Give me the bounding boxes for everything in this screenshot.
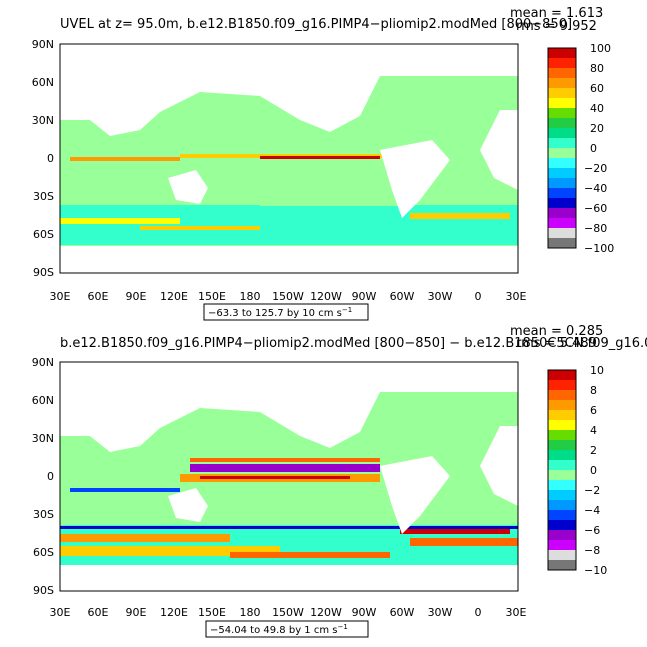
panel-bottom-rms: rms = 5.489 [516,336,597,351]
colorbar-label: 0 [590,142,597,155]
lat-label: 90S [33,266,54,279]
colorbar-label: 80 [590,62,604,75]
lat-label: 60S [33,546,54,559]
lon-label: 180 [240,290,261,303]
lon-label: 60E [88,290,109,303]
panel-top-lon-axis: 30E 60E 90E 120E 150E 180 150W 120W 90W … [50,290,527,303]
colorbar-label: −80 [584,222,607,235]
lat-label: 0 [47,152,54,165]
lat-label: 30N [32,114,54,127]
colorbar-label: 8 [590,384,597,397]
lat-label: 90N [32,356,54,369]
lat-label: 60N [32,76,54,89]
colorbar-label: −8 [584,544,600,557]
colorbar-label: 2 [590,444,597,457]
lon-label: 60E [88,606,109,619]
colorbar-label: −10 [584,564,607,577]
lon-label: 30W [428,606,453,619]
panel-bottom: b.e12.B1850.f09_g16.PIMP4−pliomip2.modMe… [32,324,647,638]
lat-label: 30N [32,432,54,445]
colorbar-label: 4 [590,424,597,437]
lon-label: 30E [506,606,527,619]
lon-label: 120E [160,606,188,619]
lon-label: 30E [50,290,71,303]
lon-label: 0 [475,290,482,303]
panel-top-range-box: −63.3 to 125.7 by 10 cm s−1 [203,303,369,321]
lat-label: 30S [33,508,54,521]
panel-top-range: −63.3 to 125.7 by 10 cm s [208,308,342,319]
lon-label: 0 [475,606,482,619]
panel-top-map [59,43,519,274]
panel-bottom-map [59,361,519,592]
lon-label: 180 [240,606,261,619]
panel-top-range-exp: −1 [342,306,352,314]
lon-label: 90W [352,290,377,303]
lat-label: 90S [33,584,54,597]
colorbar-label: −40 [584,182,607,195]
lon-label: 60W [390,606,415,619]
panel-bottom-mean: mean = 0.285 [510,324,603,339]
lat-label: 60N [32,394,54,407]
lon-label: 30W [428,290,453,303]
lon-label: 120W [310,606,342,619]
lon-label: 90W [352,606,377,619]
colorbar-label: 6 [590,404,597,417]
colorbar-label: 60 [590,82,604,95]
panel-bottom-range-box: −54.04 to 49.8 by 1 cm s−1 [205,620,369,638]
panel-bottom-lat-axis: 90N 60N 30N 0 30S 60S 90S [32,356,54,597]
lat-label: 0 [47,470,54,483]
lon-label: 150W [272,290,304,303]
panel-bottom-colorbar: 10 8 6 4 2 0 −2 −4 −6 −8 −10 [547,364,607,577]
lon-label: 150E [198,606,226,619]
lat-label: 60S [33,228,54,241]
colorbar-label: −4 [584,504,600,517]
colorbar-label: −100 [584,242,614,255]
colorbar-label: 40 [590,102,604,115]
colorbar-label: −60 [584,202,607,215]
panel-top-mean: mean = 1.613 [510,6,603,21]
panel-top-lat-axis: 90N 60N 30N 0 30S 60S 90S [32,38,54,279]
lon-label: 150W [272,606,304,619]
colorbar-label: −6 [584,524,600,537]
colorbar-label: 20 [590,122,604,135]
svg-text:−54.04 to 49.8 by 1 cm s−1: −54.04 to 49.8 by 1 cm s−1 [210,623,348,636]
svg-text:−63.3 to 125.7 by 10 cm s−1: −63.3 to 125.7 by 10 cm s−1 [208,306,352,319]
lon-label: 120E [160,290,188,303]
lat-label: 90N [32,38,54,51]
panel-bottom-title: b.e12.B1850.f09_g16.PIMP4−pliomip2.modMe… [60,336,647,351]
colorbar-label: 0 [590,464,597,477]
lon-label: 30E [506,290,527,303]
colorbar-label: 10 [590,364,604,377]
lon-label: 30E [50,606,71,619]
panel-top: UVEL at z= 95.0m, b.e12.B1850.f09_g16.PI… [32,6,614,321]
lon-label: 60W [390,290,415,303]
panel-bottom-lon-axis: 30E 60E 90E 120E 150E 180 150W 120W 90W … [50,606,527,619]
lon-label: 90E [126,290,147,303]
panel-top-colorbar: 100 80 60 40 20 0 −20 −40 −60 −80 −100 [547,42,614,255]
panel-top-rms: rms = 9.952 [516,19,597,34]
colorbar-label: −20 [584,162,607,175]
colorbar-label: 100 [590,42,611,55]
colorbar-label: −2 [584,484,600,497]
panel-top-title: UVEL at z= 95.0m, b.e12.B1850.f09_g16.PI… [60,17,572,32]
lon-label: 150E [198,290,226,303]
lon-label: 90E [126,606,147,619]
panel-bottom-range-exp: −1 [337,623,347,631]
lat-label: 30S [33,190,54,203]
panel-bottom-range: −54.04 to 49.8 by 1 cm s [210,625,337,636]
lon-label: 120W [310,290,342,303]
